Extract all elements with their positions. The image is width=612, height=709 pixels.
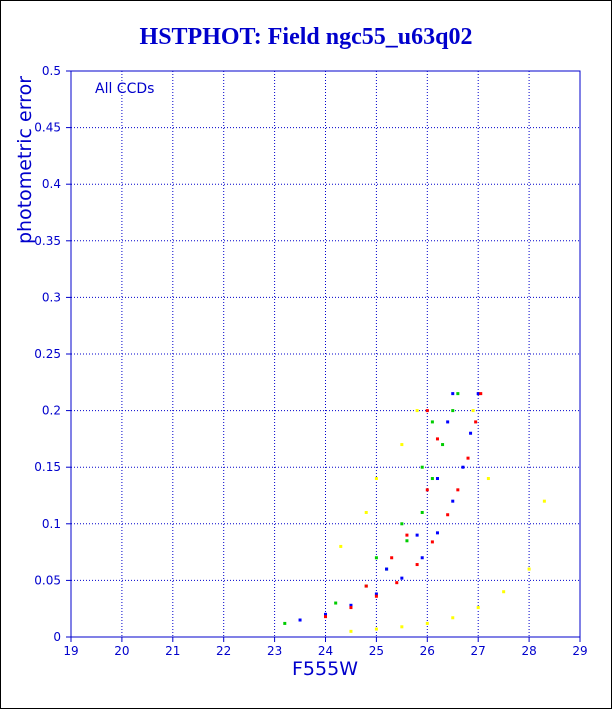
data-point [415,533,419,537]
data-point [430,420,434,424]
data-point [542,499,546,503]
data-point [466,456,470,460]
data-point [474,420,478,424]
x-tick-label: 25 [369,644,384,658]
data-point [400,625,404,629]
data-point [451,392,455,396]
y-tick-label: 0.2 [42,404,61,418]
data-point [400,522,404,526]
data-point [446,513,450,517]
y-tick-label: 0.35 [34,234,61,248]
data-point [390,556,394,560]
data-point [374,477,378,481]
y-tick-label: 0.25 [34,347,61,361]
data-point [456,488,460,492]
data-point [435,531,439,535]
x-tick-label: 27 [471,644,486,658]
data-point [349,629,353,633]
data-point [339,544,343,548]
data-point [324,615,327,619]
data-point [476,392,480,396]
y-tick-label: 0.1 [42,517,61,531]
y-tick-label: 0.15 [34,460,61,474]
y-tick-label: 0.05 [34,573,61,587]
annotation-all-ccds: All CCDs [95,81,154,97]
y-tick-label: 0 [53,630,61,644]
data-point [400,576,404,580]
data-point [405,539,409,543]
data-point [395,581,399,585]
data-point [374,592,378,596]
data-point [349,603,353,607]
data-point [425,409,429,413]
x-tick-label: 24 [318,644,333,658]
data-point [471,409,475,413]
y-tick-label: 0.5 [42,64,61,78]
y-tick-label: 0.3 [42,290,61,304]
y-tick-label: 0.4 [42,177,61,191]
data-point [420,556,424,560]
data-point [425,488,429,492]
data-point [420,510,424,514]
data-points [283,392,546,633]
data-point [456,392,460,396]
data-point [479,392,483,396]
data-point [415,563,419,567]
data-point [374,594,378,598]
data-point [435,437,439,441]
data-point [469,431,473,435]
data-point [430,540,434,544]
data-point [349,606,353,610]
data-point [451,616,455,620]
y-axis-label: photometric error [14,76,36,244]
data-point [415,409,419,413]
data-point [364,510,368,514]
data-point [430,477,434,481]
axis-ticks: 19 20 21 22 23 24 25 26 27 28 29 0 0.05 0.1 0.15 0.2 0.2… [34,64,587,658]
x-tick-label: 19 [63,644,78,658]
data-point [374,627,378,631]
x-tick-label: 23 [267,644,282,658]
data-point [461,465,465,469]
data-point [374,556,378,560]
data-point [334,601,338,605]
data-point [451,499,455,503]
data-point [527,567,531,571]
y-tick-label: 0.45 [34,121,61,135]
x-tick-label: 22 [216,644,231,658]
data-point [405,533,409,537]
data-point [298,618,302,622]
data-point [324,612,327,616]
data-point [476,606,480,610]
x-tick-label: 29 [572,644,587,658]
data-point [446,420,450,424]
grid [71,71,580,637]
x-axis-label: F555W [292,658,358,680]
data-point [502,590,506,594]
data-point [435,477,439,481]
x-tick-label: 28 [521,644,536,658]
data-point [400,443,404,447]
data-point [420,465,424,469]
data-point [425,621,429,625]
data-point [486,477,490,481]
chart-title: HSTPHOT: Field ngc55_u63q02 [139,24,473,50]
data-point [385,567,389,571]
data-point [451,409,455,413]
data-point [364,584,368,588]
x-tick-label: 20 [114,644,129,658]
x-tick-label: 21 [165,644,180,658]
data-point [283,621,287,625]
x-tick-label: 26 [420,644,435,658]
data-point [441,443,445,447]
